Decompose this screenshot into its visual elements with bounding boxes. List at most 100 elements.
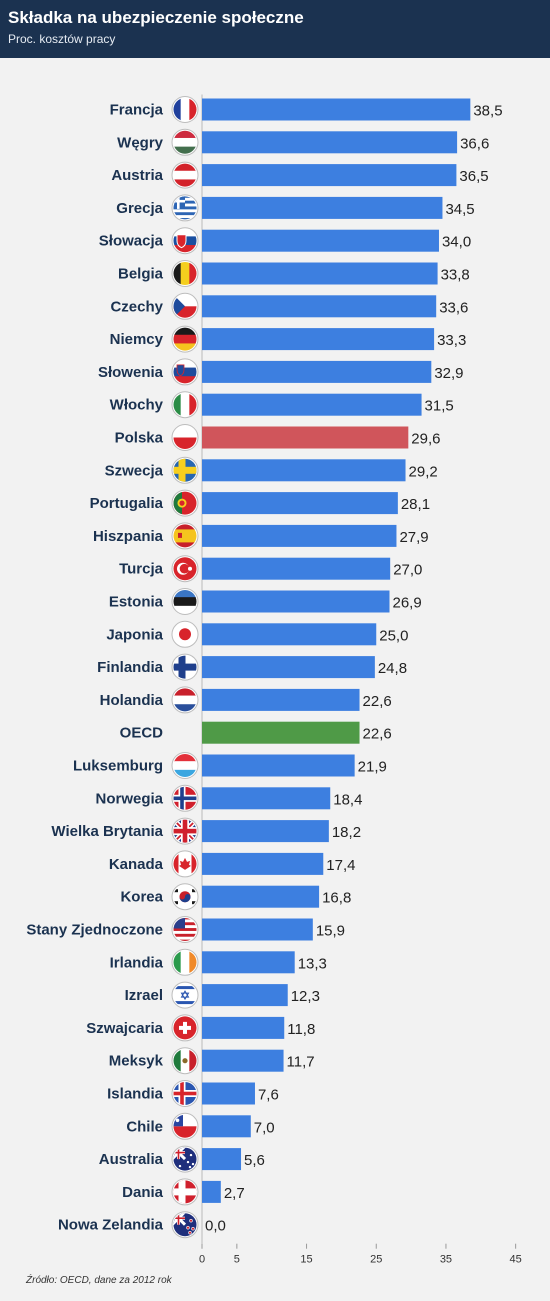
category-label: Japonia bbox=[106, 626, 163, 643]
value-label: 22,6 bbox=[363, 693, 392, 710]
flag-chile-icon bbox=[171, 1112, 199, 1140]
value-label: 28,1 bbox=[401, 496, 430, 513]
chart-title: Składka na ubezpieczenie społeczne bbox=[8, 8, 304, 27]
bar bbox=[202, 918, 313, 941]
category-label: Stany Zjednoczone bbox=[26, 922, 163, 939]
category-label: Dania bbox=[122, 1184, 164, 1201]
bar bbox=[202, 984, 288, 1007]
bar bbox=[202, 1148, 242, 1171]
value-label: 13,3 bbox=[298, 955, 327, 972]
value-label: 27,0 bbox=[393, 562, 422, 579]
category-label: OECD bbox=[120, 725, 164, 742]
category-label: Korea bbox=[120, 889, 163, 906]
header: Składka na ubezpieczenie społeczne Proc.… bbox=[0, 0, 550, 58]
value-label: 33,8 bbox=[441, 267, 470, 284]
value-label: 26,9 bbox=[392, 595, 421, 612]
flag-japan-icon bbox=[171, 620, 199, 648]
x-tick-label: 15 bbox=[300, 1254, 312, 1266]
flag-norway-icon bbox=[171, 784, 199, 812]
bar bbox=[202, 328, 435, 351]
value-label: 18,2 bbox=[332, 824, 361, 841]
category-label: Holandia bbox=[100, 692, 164, 709]
flag-poland-icon bbox=[171, 424, 199, 451]
flag-estonia-icon bbox=[171, 588, 199, 615]
category-label: Luksemburg bbox=[73, 758, 163, 775]
bar bbox=[202, 459, 406, 482]
flag-belgium-icon bbox=[171, 260, 199, 287]
bar bbox=[202, 524, 397, 547]
category-label: Nowa Zelandia bbox=[58, 1217, 164, 1234]
flag-uk-icon bbox=[171, 817, 199, 845]
value-label: 38,5 bbox=[473, 103, 502, 120]
category-label: Turcja bbox=[119, 561, 164, 578]
flag-turkey-icon bbox=[171, 555, 199, 583]
bar bbox=[202, 787, 331, 810]
category-label: Francja bbox=[110, 102, 164, 119]
value-label: 15,9 bbox=[316, 923, 345, 940]
flag-luxembourg-icon bbox=[171, 752, 199, 779]
bar bbox=[202, 1115, 251, 1138]
flag-denmark-icon bbox=[171, 1178, 199, 1206]
bar bbox=[202, 656, 375, 679]
x-tick-label: 35 bbox=[440, 1254, 452, 1266]
bar bbox=[202, 1016, 285, 1039]
value-label: 2,7 bbox=[224, 1185, 245, 1202]
flag-austria-icon bbox=[171, 161, 199, 189]
bar bbox=[202, 754, 355, 777]
category-label: Niemcy bbox=[110, 331, 164, 348]
category-label: Izrael bbox=[125, 987, 163, 1004]
bar bbox=[202, 623, 377, 646]
category-label: Estonia bbox=[109, 594, 164, 611]
bar bbox=[202, 885, 320, 908]
category-label: Węgry bbox=[117, 134, 164, 151]
value-label: 33,3 bbox=[437, 332, 466, 349]
bar bbox=[202, 557, 391, 580]
value-label: 11,7 bbox=[287, 1054, 315, 1071]
chart-subtitle: Proc. kosztów pracy bbox=[8, 32, 116, 46]
flag-slovakia-icon bbox=[171, 227, 199, 255]
bar bbox=[202, 688, 360, 711]
value-label: 12,3 bbox=[291, 988, 320, 1005]
value-label: 34,5 bbox=[445, 201, 474, 218]
flag-sweden-icon bbox=[171, 456, 199, 484]
x-tick-label: 25 bbox=[370, 1254, 382, 1266]
value-label: 29,2 bbox=[409, 463, 438, 480]
value-label: 11,8 bbox=[287, 1021, 315, 1038]
bar bbox=[202, 951, 295, 974]
bar bbox=[202, 721, 360, 744]
bar bbox=[202, 98, 471, 121]
category-label: Austria bbox=[111, 167, 163, 184]
value-label: 32,9 bbox=[434, 365, 463, 382]
value-label: 17,4 bbox=[326, 857, 355, 874]
value-label: 22,6 bbox=[363, 726, 392, 743]
flag-spain-icon bbox=[171, 522, 199, 550]
bar bbox=[202, 360, 432, 383]
category-label: Grecja bbox=[116, 200, 163, 217]
flag-israel-icon bbox=[171, 981, 199, 1009]
category-label: Hiszpania bbox=[93, 528, 164, 545]
category-label: Islandia bbox=[107, 1086, 164, 1103]
category-label: Kanada bbox=[109, 856, 164, 873]
bar bbox=[202, 393, 422, 416]
value-label: 0,0 bbox=[205, 1218, 226, 1235]
value-label: 7,0 bbox=[254, 1119, 275, 1136]
flag-czechia-icon bbox=[171, 292, 199, 320]
bar bbox=[202, 852, 324, 875]
category-label: Czechy bbox=[110, 298, 163, 315]
flag-switzerland-icon bbox=[171, 1014, 199, 1042]
bar bbox=[202, 820, 329, 843]
x-tick-label: 45 bbox=[510, 1254, 522, 1266]
bar bbox=[202, 295, 437, 318]
value-label: 7,6 bbox=[258, 1087, 279, 1104]
category-label: Portugalia bbox=[90, 495, 164, 512]
flag-france-icon bbox=[171, 96, 199, 123]
bar bbox=[202, 262, 438, 285]
bar bbox=[202, 164, 457, 187]
category-label: Australia bbox=[99, 1151, 164, 1168]
flag-mexico-icon bbox=[171, 1047, 199, 1075]
x-tick-label: 0 bbox=[199, 1254, 205, 1266]
value-label: 29,6 bbox=[411, 431, 440, 448]
flag-italy-icon bbox=[171, 391, 199, 419]
category-label: Norwegia bbox=[95, 790, 163, 807]
category-label: Chile bbox=[126, 1118, 163, 1135]
